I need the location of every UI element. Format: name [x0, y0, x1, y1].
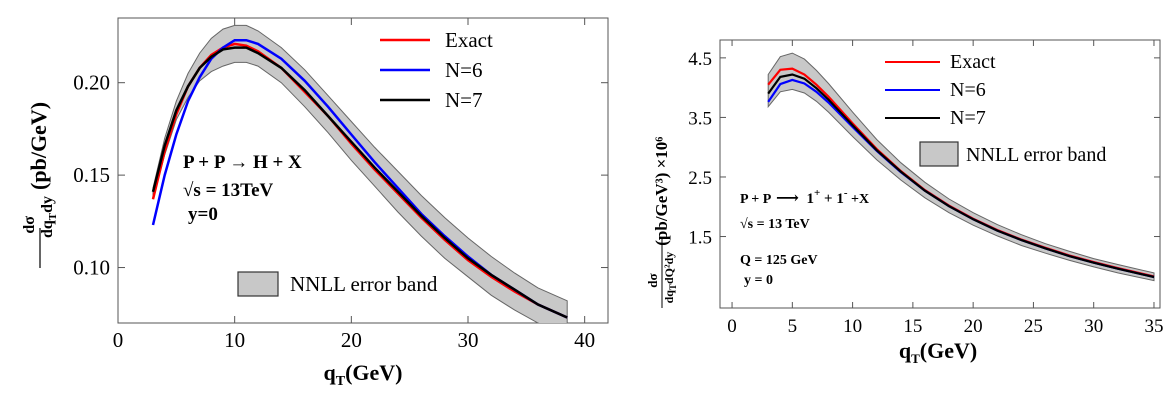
series-line-n7	[767, 73, 1155, 279]
legend-label-exact: Exact	[950, 51, 996, 73]
error-band	[152, 24, 568, 323]
legend-label-n6: N=6	[950, 79, 986, 101]
rapidity-annotation: y = 0	[744, 273, 773, 288]
mass-annotation: Q = 125 GeV	[740, 253, 818, 268]
process-annotation: P + P ⟶ 1+ + 1- +X	[740, 187, 869, 207]
x-tick-label: 35	[1144, 316, 1163, 337]
x-tick-label: 10	[224, 328, 245, 352]
x-axis-label: qT(GeV)	[323, 360, 402, 389]
process-annotation: P + P → H + X	[183, 152, 302, 173]
legend: Exact N=6 N=7	[380, 28, 493, 112]
y-axis-label: dσdqTdQ²dy(pb/GeV³) ×10⁶	[645, 137, 678, 308]
rapidity-annotation: y=0	[188, 204, 218, 225]
right-chart-svg: 0 5 10 15 20 25 30 35 1.5 2.5 3.5 4.5 dσdqTdQ²dy(p…	[645, 39, 1163, 366]
legend: Exact N=6 N=7	[885, 51, 996, 129]
y-axis-label: dσdqTdy(pb/GeV)	[21, 102, 59, 268]
band-legend-label: NNLL error band	[290, 272, 438, 296]
band-legend-swatch	[919, 141, 959, 167]
plot-frame	[719, 39, 1161, 309]
x-tick-label: 30	[458, 328, 479, 352]
energy-annotation: √s = 13 TeV	[740, 217, 810, 232]
legend-label-n6: N=6	[445, 58, 483, 82]
legend-label-n7: N=7	[950, 107, 986, 129]
x-axis-label: qT(GeV)	[899, 338, 977, 366]
x-tick-label: 30	[1084, 316, 1103, 337]
left-chart-svg: 0 10 20 30 40 0.10 0.15 0.20 dσdqTdy(pb/GeV) q…	[21, 17, 609, 389]
x-tick-label: 20	[964, 316, 983, 337]
y-tick-label: 2.5	[688, 168, 712, 189]
x-tick-label: 25	[1024, 316, 1043, 337]
y-tick-label: 4.5	[688, 49, 712, 70]
legend-label-n7: N=7	[445, 88, 483, 112]
right-chart: 0 5 10 15 20 25 30 35 1.5 2.5 3.5 4.5 dσdqTdQ²dy(p…	[640, 0, 1170, 406]
y-tick-label: 1.5	[688, 228, 712, 249]
x-tick-label: 15	[903, 316, 922, 337]
band-legend-swatch	[237, 271, 279, 297]
x-tick-label: 5	[788, 316, 798, 337]
left-chart: 0 10 20 30 40 0.10 0.15 0.20 dσdqTdy(pb/GeV) q…	[21, 17, 609, 389]
svg-text:dσdqTdQ²dy(pb/GeV³) ×10⁶: dσdqTdQ²dy(pb/GeV³) ×10⁶	[645, 137, 678, 304]
band-legend-label: NNLL error band	[966, 144, 1106, 166]
series-line-n7	[151, 46, 568, 319]
x-tick-label: 20	[341, 328, 362, 352]
legend-label-exact: Exact	[445, 28, 493, 52]
y-tick-label: 0.10	[73, 256, 110, 280]
x-tick-label: 0	[113, 328, 124, 352]
y-tick-label: 3.5	[688, 108, 712, 129]
x-tick-label: 40	[574, 328, 595, 352]
ylabel-d-sigma: dσ	[21, 216, 38, 234]
y-tick-label: 0.15	[73, 163, 110, 187]
x-tick-label: 0	[727, 316, 737, 337]
svg-text:dσdqTdy(pb/GeV): dσdqTdy(pb/GeV)	[21, 102, 59, 238]
energy-annotation: √s = 13TeV	[183, 180, 274, 201]
y-tick-label: 0.20	[73, 71, 110, 95]
plot-frame	[117, 17, 609, 324]
x-tick-label: 10	[843, 316, 862, 337]
